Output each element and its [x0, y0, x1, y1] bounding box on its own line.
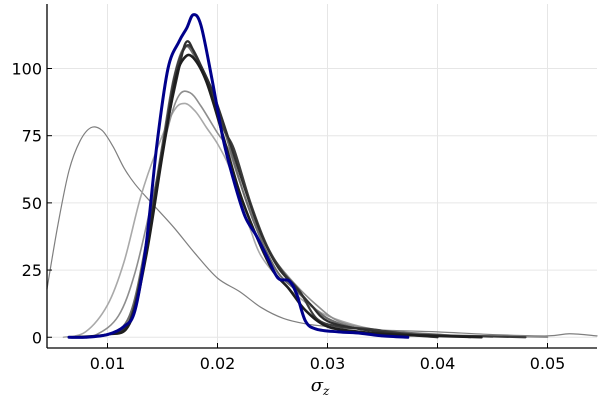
x-tick-label: 0.05 [530, 354, 566, 373]
x-tick-label: 0.04 [420, 354, 456, 373]
x-axis-title: σz [311, 375, 330, 398]
density-curve-8 [67, 13, 410, 339]
density-curves [46, 13, 598, 339]
y-ticks: 0 25 50 75 100 [11, 60, 52, 347]
y-tick-label: 75 [22, 127, 42, 146]
x-tick-label: 0.02 [200, 354, 236, 373]
grid-lines [47, 4, 597, 348]
x-tick-label: 0.03 [310, 354, 346, 373]
density-curve-3 [73, 90, 549, 339]
x-axis-symbol: σ [311, 375, 324, 396]
density-curve-1 [46, 126, 598, 337]
x-axis-subscript: z [322, 384, 330, 398]
axes [46, 4, 597, 349]
y-tick-label: 50 [22, 194, 42, 213]
x-tick-label: 0.01 [90, 354, 126, 373]
y-tick-label: 100 [11, 60, 42, 79]
x-ticks: 0.01 0.02 0.03 0.04 0.05 [90, 343, 566, 373]
density-curve-4 [73, 45, 472, 339]
density-curve-2 [62, 102, 494, 339]
y-tick-label: 0 [32, 328, 42, 347]
y-tick-label: 25 [22, 261, 42, 280]
